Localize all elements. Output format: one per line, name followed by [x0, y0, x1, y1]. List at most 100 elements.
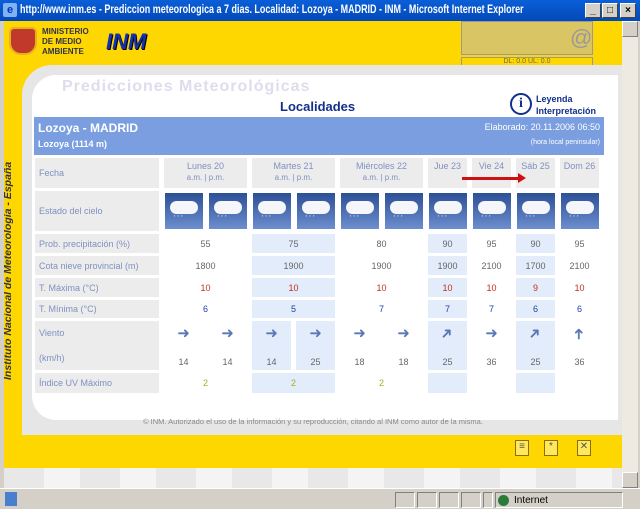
legend-link[interactable]: Leyenda [536, 94, 573, 104]
wind-arrow-icon: ➜ [309, 325, 322, 342]
elaborated-time: Elaborado: 20.11.2006 06:50 [484, 122, 600, 132]
ie-icon: e [3, 3, 17, 17]
location-header: Lozoya - MADRID Lozoya (1114 m) Elaborad… [34, 117, 604, 155]
location-name: Lozoya - MADRID [38, 121, 138, 135]
cloud-rain-icon [516, 193, 555, 229]
wind-cell: ➜ 18 [340, 321, 379, 370]
precip-prob: 95 [486, 238, 497, 249]
cloud-rain-icon [560, 193, 599, 229]
precip-prob: 55 [200, 238, 211, 249]
temp-max: 10 [252, 278, 335, 297]
am-pm-label: a.m. | p.m. [274, 173, 313, 182]
wind-arrow-icon: ➜ [265, 325, 278, 342]
red-arrow-annotation [462, 173, 526, 183]
cloud-rain-icon [340, 193, 379, 229]
spain-crest-logo [9, 27, 37, 55]
security-zone: Internet [514, 494, 548, 506]
uv-index: 2 [202, 378, 208, 388]
copyright-footer: © INM. Autorizado el uso de la informaci… [143, 417, 483, 426]
day-header: Martes 21 a.m. | p.m. [252, 158, 335, 188]
snow-level: 1900 [428, 256, 467, 275]
vertical-scrollbar[interactable] [622, 21, 638, 488]
wind-arrow-icon: ➜ [436, 323, 458, 345]
row-label-uv: Índice UV Máximo [35, 373, 159, 393]
wind-arrow-icon: ➜ [353, 325, 366, 342]
cloud-rain-icon [164, 193, 203, 229]
temp-min: 7 [378, 304, 384, 314]
interpretation-link[interactable]: Interpretación [536, 106, 597, 116]
forecast-table: Fecha Estado del cielo Prob. precipitación… [35, 158, 599, 393]
temp-max: 10 [376, 282, 387, 293]
watermark-pattern [4, 468, 622, 488]
sky-cell [208, 191, 247, 231]
cloud-rain-icon [296, 193, 335, 229]
close-page-icon[interactable]: ✕ [577, 440, 591, 456]
precip-prob: 90 [428, 234, 467, 253]
temp-min: 7 [428, 300, 467, 318]
temp-min: 7 [488, 304, 494, 314]
wind-speed: 14 [178, 357, 189, 367]
temp-max: 10 [486, 282, 497, 293]
print-icon[interactable]: * [544, 440, 558, 456]
network-graph [461, 21, 593, 55]
sky-cell [296, 191, 335, 231]
precip-prob: 75 [252, 234, 335, 253]
time-zone-note: (hora local peninsular) [530, 139, 600, 146]
day-header: Dom 26 [560, 158, 599, 188]
temp-min: 6 [202, 304, 208, 314]
temp-max: 10 [574, 282, 585, 293]
maximize-button[interactable]: □ [602, 3, 618, 18]
day-name: Miércoles 22 [355, 161, 408, 171]
day-header: Miércoles 22 a.m. | p.m. [340, 158, 423, 188]
snow-level: 1900 [252, 256, 335, 275]
vertical-title: Instituto Nacional de Meteorología - Esp… [4, 161, 14, 381]
document-icon[interactable]: ≡ [515, 440, 529, 456]
page-title: Localidades [280, 99, 356, 114]
wind-speed: 25 [530, 357, 541, 367]
section-title-bg: Predicciones Meteorológicas [62, 78, 311, 95]
wind-cell: ➜ 36 [472, 321, 511, 370]
cloud-rain-icon [428, 193, 467, 229]
day-header: Vie 24 [472, 158, 511, 188]
wind-cell: ➜ 14 [208, 321, 247, 370]
ministry-line: AMBIENTE [42, 47, 84, 56]
temp-max: 9 [516, 278, 555, 297]
row-label-prob: Prob. precipitación (%) [35, 234, 159, 253]
cloud-rain-icon [472, 193, 511, 229]
email-icon[interactable]: @ [570, 25, 593, 50]
precip-prob: 80 [376, 238, 387, 249]
wind-speed: 36 [486, 357, 497, 367]
row-label-cota: Cota nieve provincial (m) [35, 256, 159, 275]
minimize-button[interactable]: _ [585, 3, 601, 18]
wind-cell: ➜ 25 [296, 321, 335, 370]
window-title: http://www.inm.es - Prediccion meteorolo… [20, 4, 524, 16]
wind-unit-label: (km/h) [39, 352, 65, 363]
cloud-rain-icon [384, 193, 423, 229]
ministry-logo-text: MINISTERIO DE MEDIO AMBIENTE [42, 27, 89, 57]
day-name: Dom 26 [563, 161, 596, 171]
day-name: Martes 21 [273, 161, 314, 171]
temp-max: 10 [428, 278, 467, 297]
row-label-fecha: Fecha [35, 158, 159, 188]
precip-prob: 95 [574, 238, 585, 249]
snow-level: 2100 [481, 260, 502, 271]
close-button[interactable]: × [620, 3, 636, 18]
wind-arrow-icon: ➜ [524, 323, 546, 345]
day-name: Sáb 25 [521, 161, 550, 171]
cloud-rain-icon [252, 193, 291, 229]
day-header: Lunes 20 a.m. | p.m. [164, 158, 247, 188]
temp-min: 6 [516, 300, 555, 318]
info-icon[interactable]: i [510, 93, 532, 115]
wind-arrow-icon: ➜ [397, 325, 410, 342]
uv-index: 2 [252, 373, 335, 393]
wind-speed: 36 [574, 357, 585, 367]
sky-cell [472, 191, 511, 231]
page-icon [5, 492, 17, 506]
day-name: Jue 23 [433, 161, 462, 171]
wind-cell: ➜ 25 [428, 321, 467, 370]
ministry-line: DE MEDIO [42, 37, 82, 46]
wind-arrow-icon: ➜ [485, 325, 498, 342]
row-label-tmin: T. Mínima (°C) [35, 300, 159, 318]
precip-prob: 90 [516, 234, 555, 253]
inm-logo: INM [106, 29, 147, 54]
